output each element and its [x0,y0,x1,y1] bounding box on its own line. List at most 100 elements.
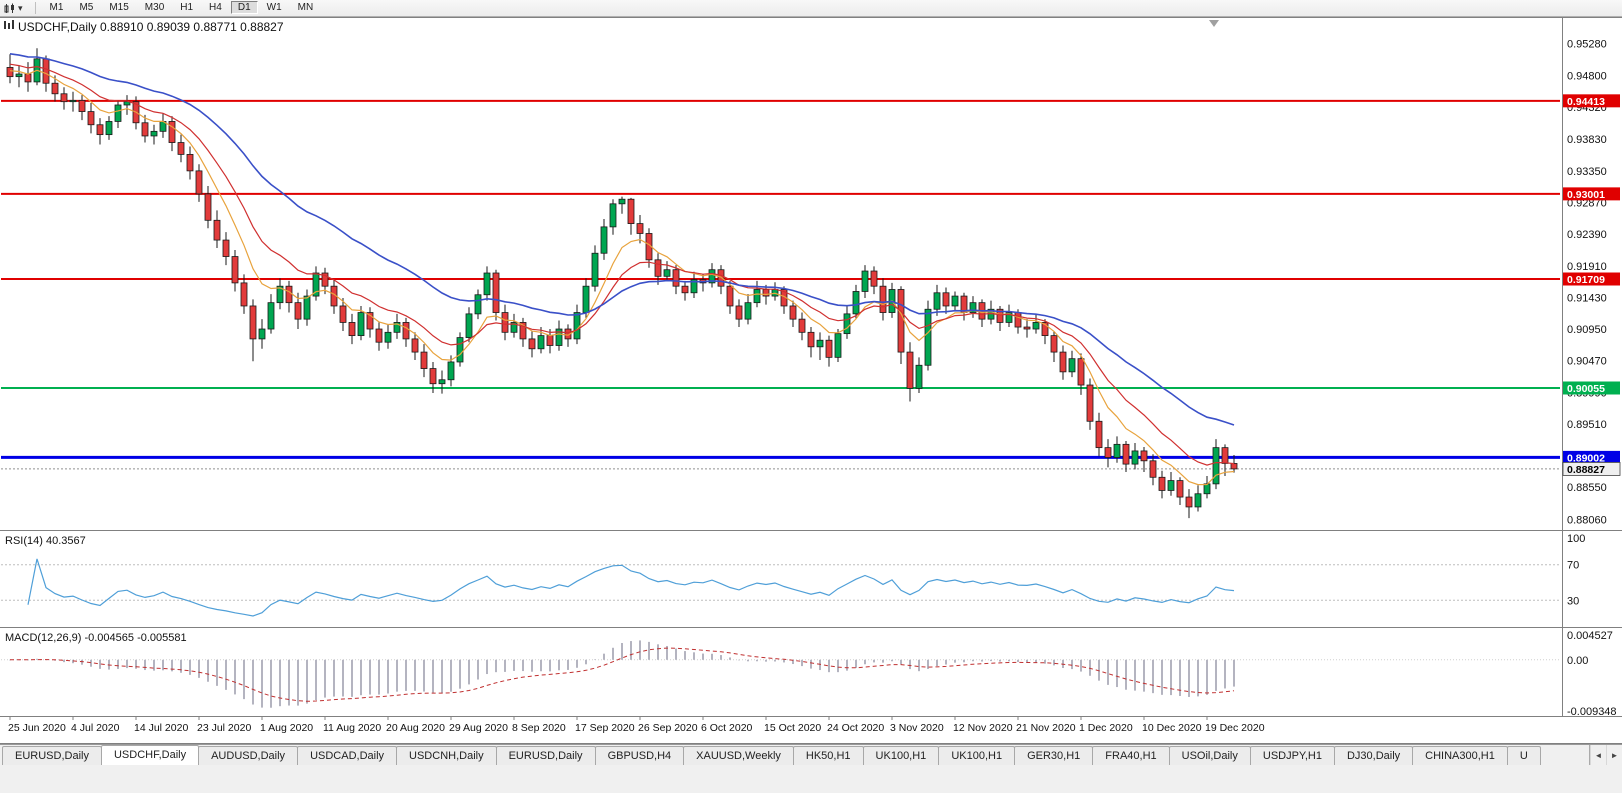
chart-type-caret-icon[interactable]: ▾ [18,2,23,13]
tab-FRA40-H1[interactable]: FRA40,H1 [1092,746,1170,765]
candle [1032,313,1040,334]
chart-window[interactable]: 0.95280 0.94800 0.94320 0.93830 0.93350 0.928… [0,17,1622,744]
tabs-scroll-left-button[interactable]: ◄ [1590,745,1606,765]
candle [996,305,1004,331]
candle [672,265,680,295]
timeframe-button-MN[interactable]: MN [297,2,314,13]
timeframe-button-H1[interactable]: H1 [180,2,194,13]
candle [510,313,518,338]
tab-HK50-H1[interactable]: HK50,H1 [792,746,864,765]
tab-CHINA300-H1[interactable]: CHINA300,H1 [1412,746,1508,765]
timeframe-button-H4[interactable]: H4 [209,2,222,13]
candle [1212,439,1220,490]
time-axis-label: 10 Dec 2020 [1142,722,1202,734]
rsi-axis-label: 30 [1567,595,1579,607]
price-level-tag: 0.88827 [1562,462,1621,476]
tab-XAUUSD-Weekly[interactable]: XAUUSD,Weekly [683,746,794,765]
svg-text:0.94413: 0.94413 [1567,96,1605,108]
candle [879,278,887,321]
time-axis-label: 21 Nov 2020 [1016,722,1076,734]
candle [537,327,545,354]
timeframe-button-M30[interactable]: M30 [144,2,165,13]
tab-EURUSD-Daily[interactable]: EURUSD,Daily [495,746,596,765]
candle [366,307,374,338]
price-axis-label: 0.93350 [1567,166,1607,178]
price-level-tag: 0.91709 [1563,272,1620,286]
candle [735,299,743,328]
candle [483,266,491,301]
time-axis-label: 8 Sep 2020 [512,722,566,734]
tab-USOil-Daily[interactable]: USOil,Daily [1168,746,1251,765]
tab-DJ30-Daily[interactable]: DJ30,Daily [1333,746,1414,765]
time-axis-label: 4 Jul 2020 [71,722,120,734]
candle [357,305,365,341]
tab-UK100-H1[interactable]: UK100,H1 [938,746,1016,765]
candle [600,218,608,260]
timeframe-button-M1[interactable]: M1 [49,2,64,13]
price-axis-label: 0.92390 [1567,229,1607,241]
tab-USDCNH-Daily[interactable]: USDCNH,Daily [396,746,497,765]
candle [1095,412,1103,457]
candle [591,245,599,292]
tab-EURUSD-Daily[interactable]: EURUSD,Daily [2,746,102,765]
timeframe-button-M15[interactable]: M15 [109,2,129,13]
candle [474,289,482,320]
tabs-scroll-right-button[interactable]: ► [1606,745,1622,765]
candle [1005,304,1013,328]
price-axis-label: 0.94800 [1567,70,1607,82]
rsi-axis-label: 100 [1567,533,1585,545]
candle [726,280,734,314]
svg-text:0.90055: 0.90055 [1567,383,1605,395]
timeframe-button-W1[interactable]: W1 [266,2,282,13]
tab-AUDUSD-Daily[interactable]: AUDUSD,Daily [198,746,299,765]
timeframe-button-M5[interactable]: M5 [79,2,94,13]
candle [1077,353,1085,395]
price-axis-label: 0.91430 [1567,292,1607,304]
candle [951,291,959,312]
candle [438,370,446,394]
price-tags: 0.94413 0.93001 0.91709 0.90055 0.890020.888… [1562,94,1621,476]
chart-type-icon[interactable] [4,3,17,14]
candle [969,296,977,318]
price-axis-label: 0.88060 [1567,514,1607,526]
chart-canvas[interactable]: 0.952800.948000.943200.938300.933500.928… [0,17,1622,744]
rsi-panel[interactable]: 100 70 30 [1,533,1585,617]
candle [87,103,95,134]
timeframe-buttons: M1 M5 M15 M30 H1 H4 D1 W1 MN [42,1,322,15]
candle [249,299,257,362]
macd-axis-label: 0.004527 [1567,630,1613,642]
candle [609,199,617,235]
candle [1140,446,1148,473]
tab-UK100-H1[interactable]: UK100,H1 [862,746,940,765]
macd-panel[interactable]: 0.004527 0.00 -0.009348 [1,630,1617,718]
candle [1059,345,1067,380]
time-axis-label: 1 Aug 2020 [260,722,313,734]
tab-GBPUSD-H4[interactable]: GBPUSD,H4 [594,746,685,765]
time-axis-label: 11 Aug 2020 [323,722,381,734]
svg-text:0.89002: 0.89002 [1567,452,1605,464]
price-axis-label: 0.90950 [1567,324,1607,336]
candle [195,164,203,202]
tab-GER30-H1[interactable]: GER30,H1 [1014,746,1094,765]
tab-U[interactable]: U [1506,746,1541,765]
candle [627,197,635,235]
tab-USDCHF-Daily[interactable]: USDCHF,Daily [100,745,200,765]
time-axis-label: 23 Jul 2020 [197,722,251,734]
rsi-axis-label: 70 [1567,560,1579,572]
candle [897,286,905,364]
candle [411,332,419,360]
candle [141,114,149,143]
chart-shift-marker-icon[interactable] [1209,20,1219,27]
candlestick-glyph [4,3,14,13]
tab-USDJPY-H1[interactable]: USDJPY,H1 [1249,746,1335,765]
chart-tabs: EURUSD,Daily USDCHF,Daily AUDUSD,Daily USDC… [2,745,1541,765]
candle [519,317,527,347]
candle [375,322,383,351]
candle [267,294,275,334]
timeframe-button-D1[interactable]: D1 [230,1,258,14]
time-axis-label: 26 Sep 2020 [638,722,698,734]
tab-USDCAD-Daily[interactable]: USDCAD,Daily [297,746,398,765]
candle [258,319,266,349]
candle [1221,444,1229,476]
candle [168,116,176,152]
